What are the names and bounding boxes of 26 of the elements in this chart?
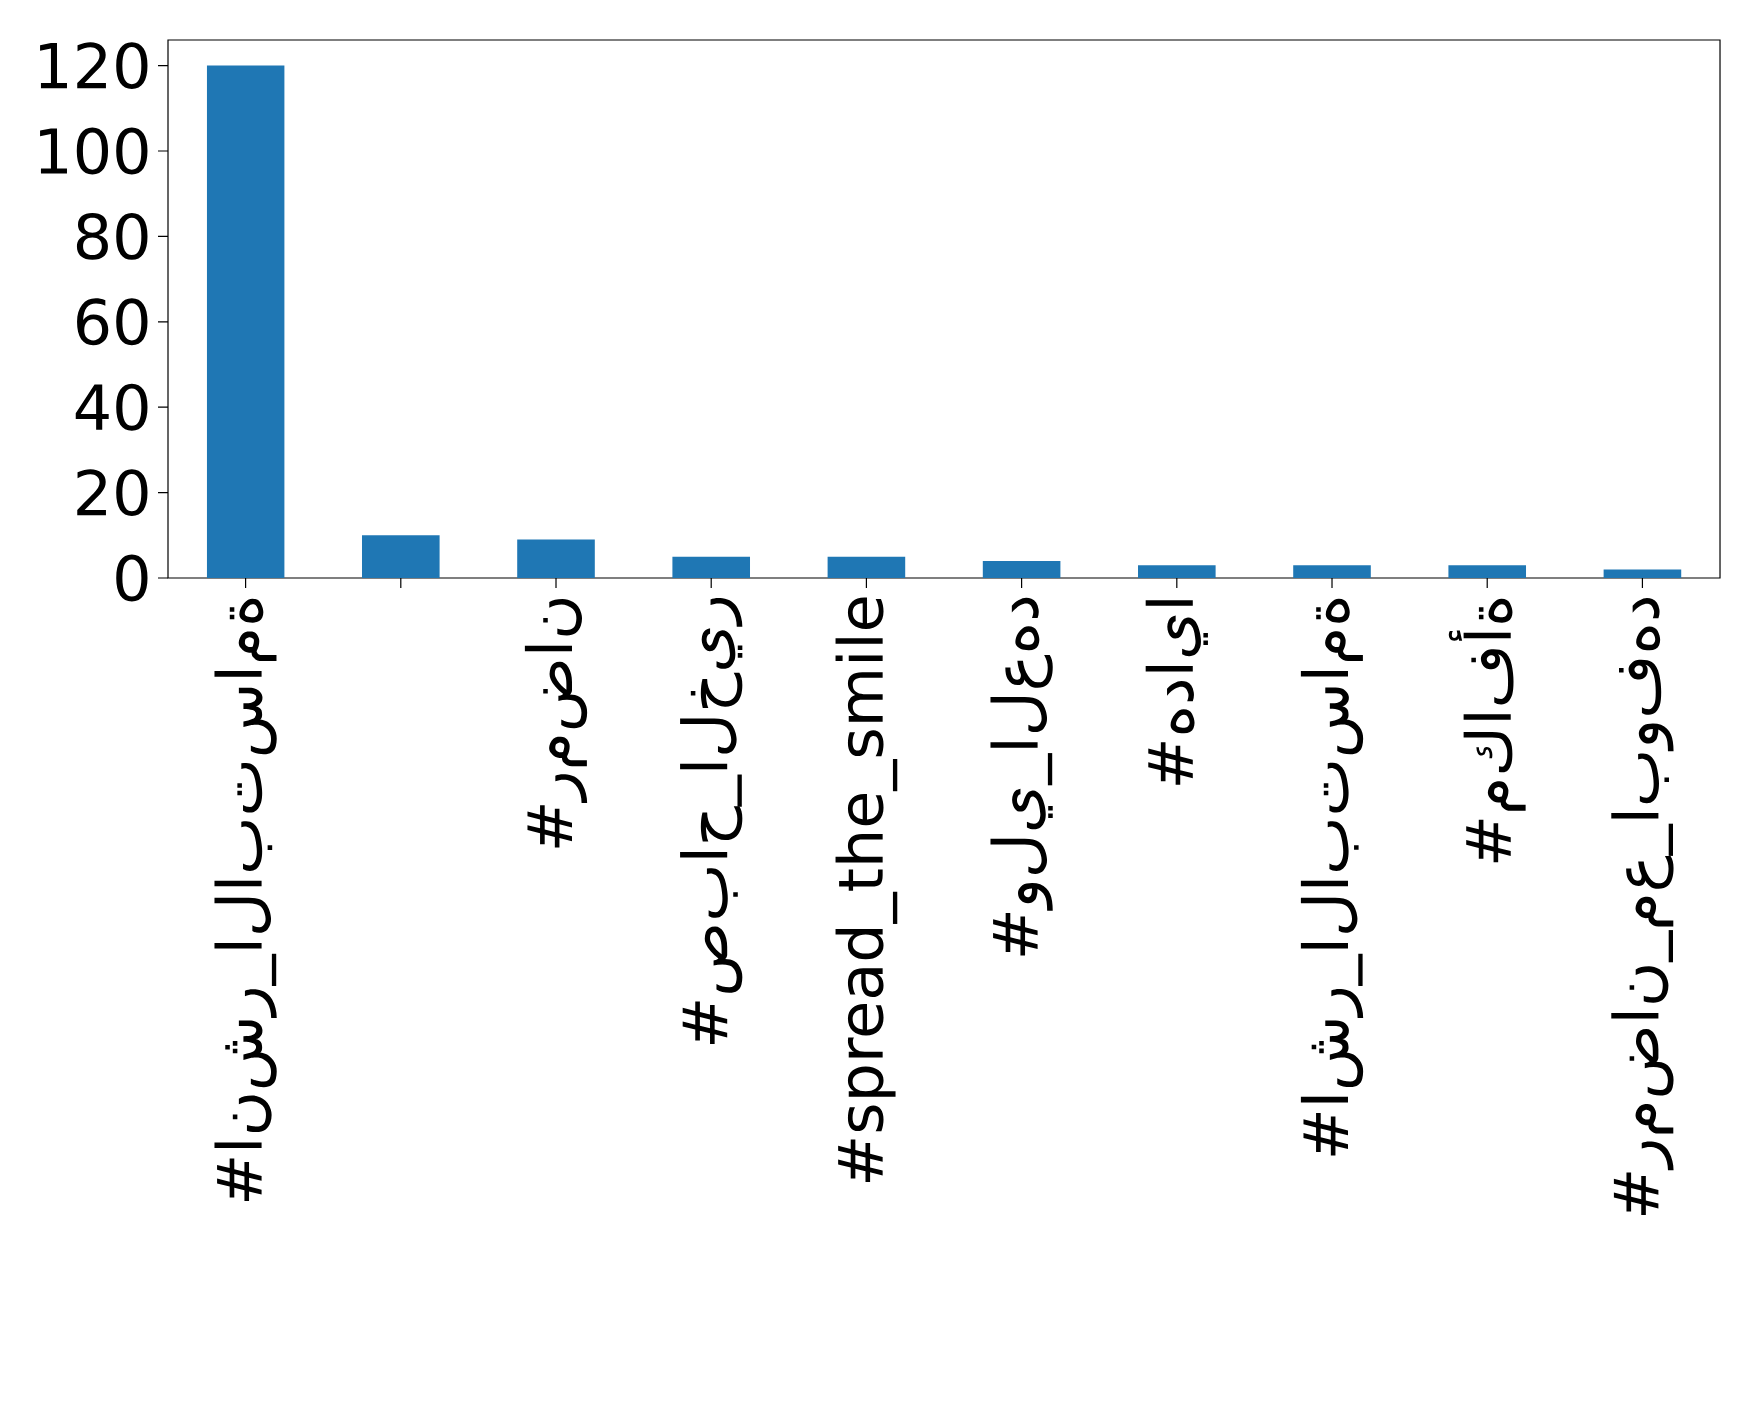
bar bbox=[517, 539, 595, 578]
bar bbox=[206, 65, 285, 578]
bar bbox=[1293, 565, 1371, 578]
x-tick-label: #انشر_الابتسامة bbox=[214, 598, 277, 1201]
bar bbox=[1138, 565, 1216, 578]
x-tick-label: #spread_the_smile bbox=[835, 597, 898, 1182]
x-tick-label: #صباح_الخير bbox=[680, 598, 743, 1044]
y-tick-label: 0 bbox=[116, 554, 148, 602]
y-tick-label: 120 bbox=[40, 42, 148, 90]
bar bbox=[1448, 565, 1527, 578]
bar bbox=[1603, 569, 1682, 578]
x-tick-label: #هدايا bbox=[1145, 600, 1208, 785]
y-tick-label: 80 bbox=[76, 212, 148, 260]
x-tick-label: #مكافأة bbox=[1448, 598, 1526, 863]
bar bbox=[672, 556, 751, 578]
x-tick-label: #اشر_الابتسامة bbox=[1300, 598, 1364, 1156]
x-tick-label: #رمضان_مع_ابوفهد bbox=[1611, 597, 1674, 1215]
bar bbox=[362, 535, 440, 578]
y-tick-label: 60 bbox=[77, 298, 148, 346]
y-tick-label: 40 bbox=[75, 383, 148, 431]
x-tick-label: #ولي_العهد bbox=[990, 597, 1053, 956]
bar bbox=[982, 560, 1061, 578]
bar bbox=[827, 556, 906, 578]
y-tick-label: 20 bbox=[77, 469, 148, 517]
y-tick-label: 100 bbox=[40, 127, 148, 175]
x-tick-label: #رمضان bbox=[524, 598, 588, 848]
